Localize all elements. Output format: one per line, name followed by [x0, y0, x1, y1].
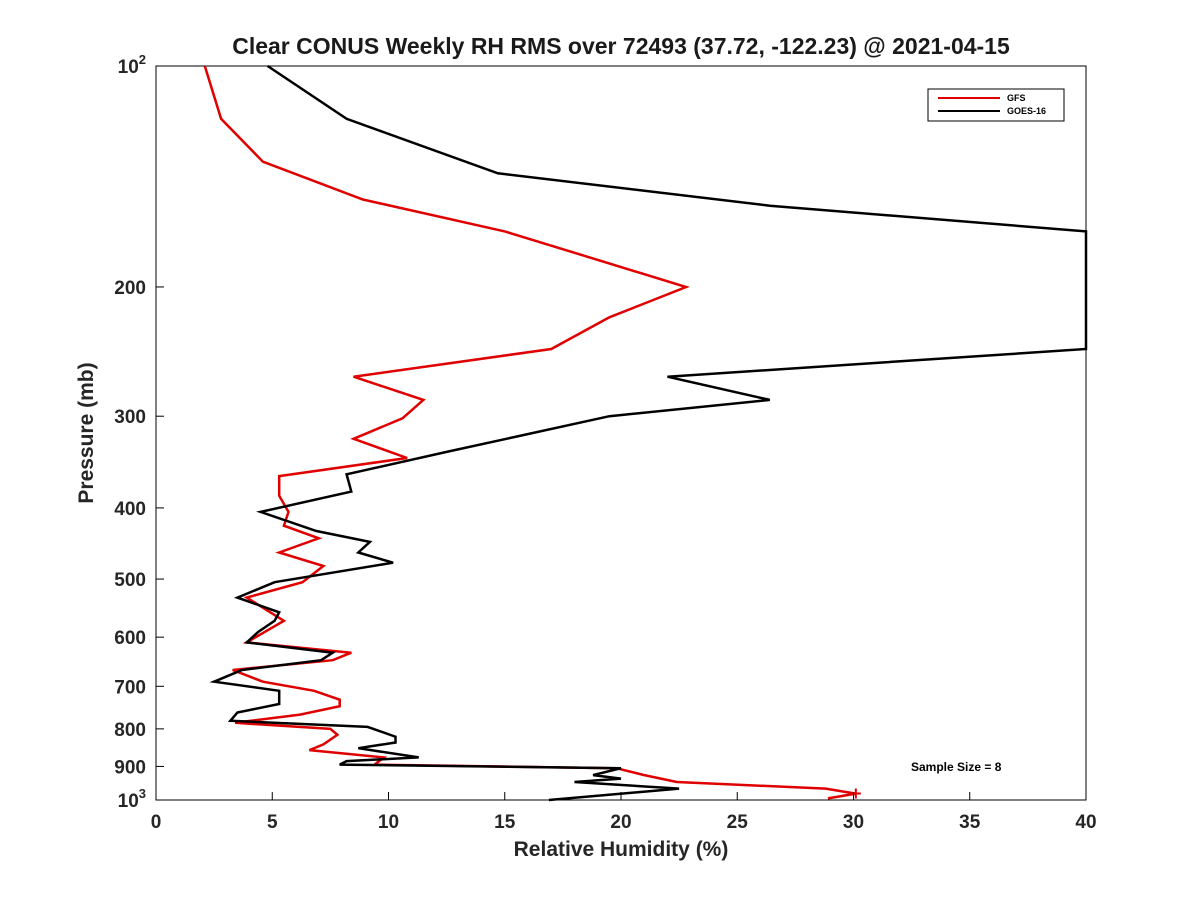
y-tick-label: 300 [114, 407, 146, 428]
legend-label-gfs: GFS [1007, 93, 1026, 103]
y-tick-label: 400 [114, 499, 146, 520]
y-tick-label: 800 [114, 720, 146, 741]
x-tick-label: 0 [151, 812, 162, 833]
y-tick-label: 700 [114, 677, 146, 698]
gfs-max-marker [850, 788, 861, 799]
legend: GFS GOES-16 [927, 88, 1065, 122]
x-axis-label: Relative Humidity (%) [514, 838, 729, 861]
y-tick-label: 600 [114, 628, 146, 649]
x-tick-label: 5 [267, 812, 278, 833]
y-tick-label: 200 [114, 278, 146, 299]
sample-size-annotation: Sample Size = 8 [911, 760, 1002, 774]
series-line-gfs [203, 65, 857, 800]
x-tick-label: 15 [494, 812, 516, 833]
x-tick-label: 35 [959, 812, 981, 833]
series-layer [203, 64, 1088, 802]
x-tick-label: 25 [727, 812, 749, 833]
x-tick-label: 20 [610, 812, 631, 833]
legend-box [927, 88, 1065, 122]
y-tick-label: 900 [114, 757, 146, 778]
series-line-goes16 [209, 64, 1088, 802]
x-tick-label: 30 [843, 812, 864, 833]
x-tick-label: 40 [1075, 812, 1096, 833]
y-axis-label: Pressure (mb) [75, 362, 98, 503]
chart-title: Clear CONUS Weekly RH RMS over 72493 (37… [232, 33, 1010, 59]
x-tick-label: 10 [378, 812, 399, 833]
y-tick-label: 500 [114, 570, 146, 591]
legend-label-goes16: GOES-16 [1007, 106, 1046, 116]
